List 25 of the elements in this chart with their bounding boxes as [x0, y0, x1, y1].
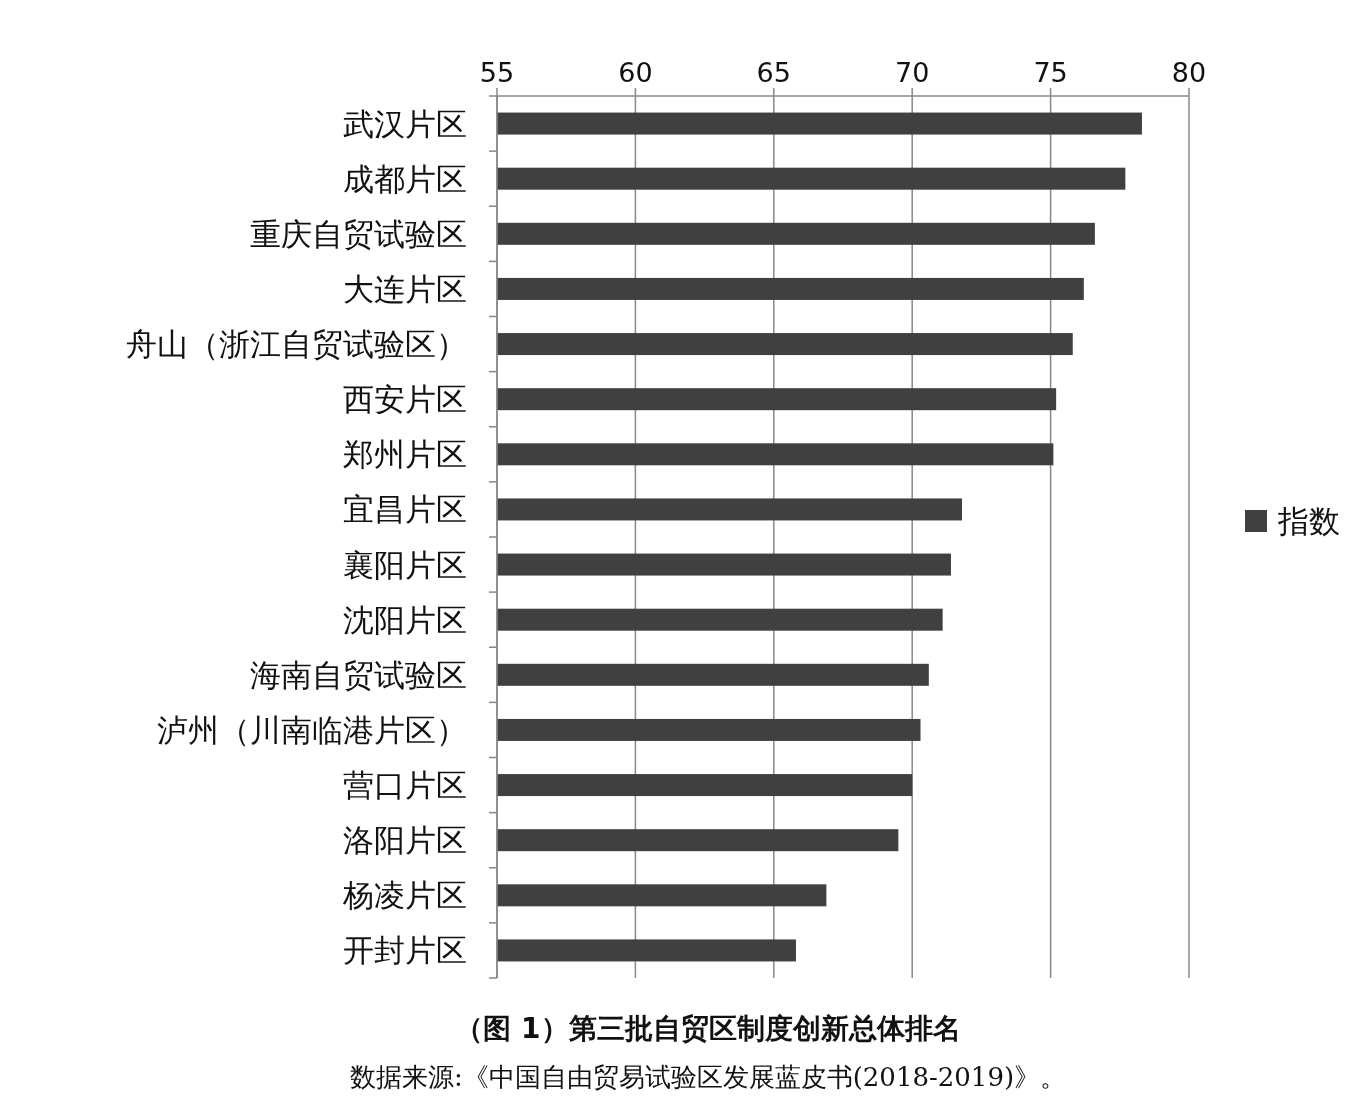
legend-label: 指数 [1277, 503, 1340, 539]
y-tick-label: 重庆自贸试验区 [250, 215, 467, 252]
x-tick-label: 80 [1171, 57, 1207, 88]
y-tick-label: 大连片区 [343, 270, 467, 307]
x-tick-label: 55 [479, 57, 515, 88]
x-tick-label: 70 [895, 57, 930, 88]
y-tick-label: 成都片区 [343, 160, 467, 197]
y-tick-label: 郑州片区 [343, 436, 467, 473]
y-tick-label: 海南自贸试验区 [250, 656, 467, 693]
y-tick-label: 襄阳片区 [343, 546, 467, 583]
source-note: 数据来源:《中国自由贸易试验区发展蓝皮书(2018-2019)》。 [349, 1062, 1067, 1092]
y-tick-label: 营口片区 [343, 767, 467, 804]
y-tick-label: 西安片区 [343, 381, 467, 418]
y-tick-label: 宜昌片区 [343, 491, 467, 528]
x-tick-label: 60 [618, 57, 653, 88]
y-tick-label: 舟山（浙江自贸试验区） [126, 326, 467, 363]
y-tick-label: 武汉片区 [343, 105, 467, 142]
text: （图 1）第三批自贸区制度创新总体排名 [455, 1012, 961, 1045]
y-tick-label: 沈阳片区 [343, 601, 467, 638]
y-tick-label: 泸州（川南临港片区） [157, 711, 467, 748]
x-tick-label: 65 [756, 57, 791, 88]
y-tick-label: 杨凌片区 [342, 877, 467, 914]
y-tick-label: 洛阳片区 [343, 822, 467, 859]
y-tick-label: 开封片区 [343, 932, 467, 969]
x-tick-label: 75 [1033, 57, 1068, 88]
